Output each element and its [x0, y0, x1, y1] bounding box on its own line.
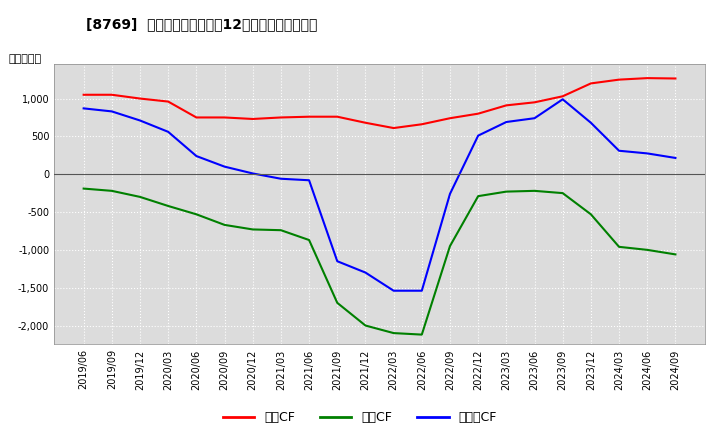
営業CF [333, 114, 341, 119]
投資CF [418, 332, 426, 337]
営業CF [305, 114, 313, 119]
投資CF [333, 300, 341, 305]
フリーCF [164, 129, 173, 135]
営業CF [135, 96, 144, 101]
投資CF [79, 186, 88, 191]
営業CF [361, 120, 370, 125]
フリーCF [220, 164, 229, 169]
Line: 営業CF: 営業CF [84, 78, 675, 128]
投資CF [587, 212, 595, 217]
フリーCF [530, 116, 539, 121]
投資CF [671, 252, 680, 257]
フリーCF [559, 97, 567, 102]
投資CF [220, 222, 229, 227]
フリーCF [79, 106, 88, 111]
Y-axis label: （百万円）: （百万円） [9, 55, 42, 65]
営業CF [643, 76, 652, 81]
投資CF [446, 243, 454, 249]
投資CF [135, 194, 144, 200]
フリーCF [361, 270, 370, 275]
投資CF [615, 244, 624, 249]
フリーCF [643, 151, 652, 156]
投資CF [390, 330, 398, 336]
フリーCF [390, 288, 398, 293]
フリーCF [305, 178, 313, 183]
投資CF [530, 188, 539, 194]
フリーCF [192, 154, 201, 159]
営業CF [107, 92, 116, 97]
営業CF [220, 115, 229, 120]
Legend: 営業CF, 投資CF, フリーCF: 営業CF, 投資CF, フリーCF [218, 407, 502, 429]
投資CF [502, 189, 510, 194]
フリーCF [248, 171, 257, 176]
営業CF [192, 115, 201, 120]
営業CF [615, 77, 624, 82]
フリーCF [446, 191, 454, 197]
営業CF [530, 100, 539, 105]
投資CF [192, 212, 201, 217]
フリーCF [587, 120, 595, 125]
営業CF [418, 121, 426, 127]
投資CF [474, 194, 482, 199]
フリーCF [107, 109, 116, 114]
投資CF [107, 188, 116, 194]
投資CF [361, 323, 370, 328]
投資CF [164, 203, 173, 209]
営業CF [79, 92, 88, 97]
投資CF [643, 247, 652, 253]
フリーCF [418, 288, 426, 293]
投資CF [559, 191, 567, 196]
Text: [8769]  キャッシュフローの12か月移動合計の推移: [8769] キャッシュフローの12か月移動合計の推移 [86, 18, 318, 32]
フリーCF [333, 259, 341, 264]
営業CF [390, 125, 398, 131]
営業CF [671, 76, 680, 81]
営業CF [587, 81, 595, 86]
営業CF [446, 116, 454, 121]
営業CF [474, 111, 482, 116]
フリーCF [276, 176, 285, 181]
営業CF [559, 94, 567, 99]
投資CF [276, 227, 285, 233]
営業CF [164, 99, 173, 104]
投資CF [248, 227, 257, 232]
フリーCF [502, 119, 510, 125]
フリーCF [615, 148, 624, 154]
営業CF [276, 115, 285, 120]
フリーCF [671, 155, 680, 161]
Line: 投資CF: 投資CF [84, 189, 675, 334]
フリーCF [135, 118, 144, 123]
フリーCF [474, 133, 482, 138]
営業CF [248, 116, 257, 121]
投資CF [305, 238, 313, 243]
Line: フリーCF: フリーCF [84, 99, 675, 291]
営業CF [502, 103, 510, 108]
